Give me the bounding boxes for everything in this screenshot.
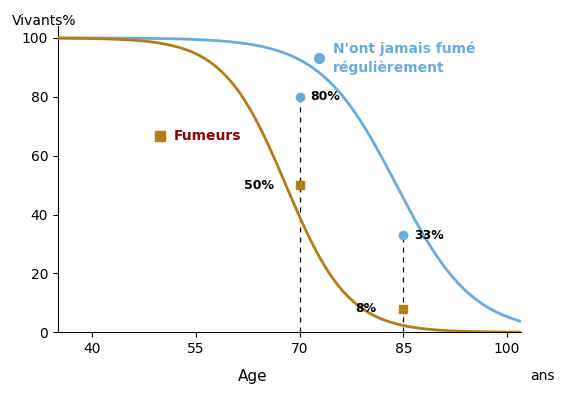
Text: Age: Age bbox=[237, 369, 267, 384]
Text: N'ont jamais fumé
régulièrement: N'ont jamais fumé régulièrement bbox=[333, 41, 476, 75]
Text: 8%: 8% bbox=[355, 302, 376, 315]
Text: 50%: 50% bbox=[244, 179, 274, 191]
Text: Vivants%: Vivants% bbox=[11, 14, 76, 28]
Text: 33%: 33% bbox=[414, 229, 444, 242]
Text: Fumeurs: Fumeurs bbox=[174, 129, 241, 143]
Text: 80%: 80% bbox=[310, 90, 340, 103]
Text: ans: ans bbox=[530, 369, 554, 383]
